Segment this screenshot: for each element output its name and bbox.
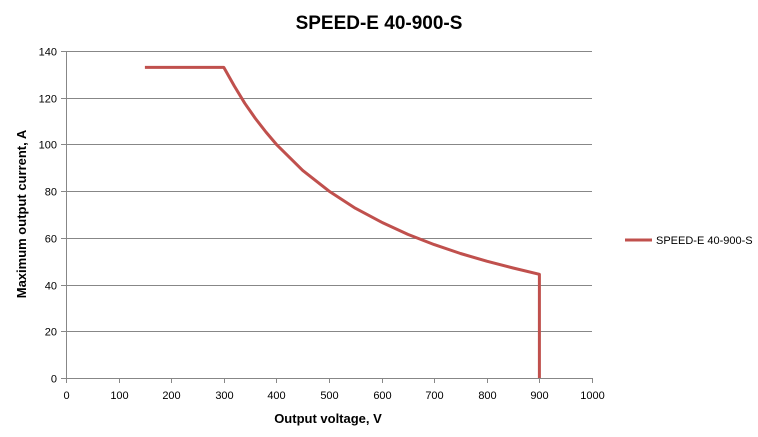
x-tick-label: 700 xyxy=(425,390,443,402)
x-tick-label: 600 xyxy=(373,390,391,402)
x-tick-label: 400 xyxy=(267,390,285,402)
legend: SPEED-E 40-900-S xyxy=(625,235,753,247)
axis-layer: 0 20 40 60 80 100 120 140 0 100 200 300 400 500 600 700… xyxy=(39,47,605,403)
x-tick-label: 800 xyxy=(478,390,496,402)
y-tick-label: 40 xyxy=(45,281,57,293)
chart-title: SPEED-E 40-900-S xyxy=(296,13,463,34)
y-tick-label: 0 xyxy=(51,374,57,386)
y-tick-label: 20 xyxy=(45,327,57,339)
x-axis-title: Output voltage, V xyxy=(274,411,382,426)
y-tick-label: 120 xyxy=(39,94,57,106)
y-axis-title: Maximum output current, A xyxy=(14,129,29,298)
x-tick-label: 1000 xyxy=(580,390,604,402)
y-tick-label: 60 xyxy=(45,234,57,246)
x-tick-label: 300 xyxy=(215,390,233,402)
y-tick-label: 80 xyxy=(45,187,57,199)
series-layer xyxy=(144,65,541,378)
x-tick-label: 0 xyxy=(63,390,69,402)
x-tick-label: 100 xyxy=(110,390,128,402)
y-tick-label: 140 xyxy=(39,47,57,59)
x-tick-label: 900 xyxy=(530,390,548,402)
x-tick-label: 200 xyxy=(162,390,180,402)
legend-label: SPEED-E 40-900-S xyxy=(656,235,753,247)
y-tick-label: 100 xyxy=(39,140,57,152)
grid-layer xyxy=(66,51,592,332)
x-tick-label: 500 xyxy=(320,390,338,402)
series-line xyxy=(144,65,541,378)
